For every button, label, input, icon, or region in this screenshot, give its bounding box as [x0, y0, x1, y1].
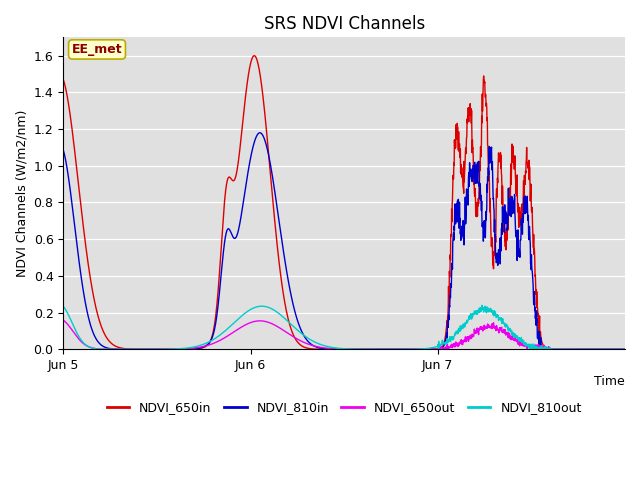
NDVI_650out — [605, 347, 612, 352]
Line: NDVI_650out: NDVI_650out — [63, 320, 625, 349]
NDVI_650in — [605, 347, 612, 352]
Line: NDVI_650in: NDVI_650in — [63, 56, 625, 349]
NDVI_650in — [60, 77, 67, 83]
NDVI_810in — [605, 347, 613, 352]
Y-axis label: NDVI Channels (W/m2/nm): NDVI Channels (W/m2/nm) — [15, 109, 28, 277]
NDVI_810in — [333, 347, 340, 352]
NDVI_810in — [605, 347, 613, 352]
NDVI_810in — [318, 346, 326, 351]
NDVI_810in — [536, 347, 544, 352]
NDVI_650out — [434, 347, 442, 352]
NDVI_650in — [318, 347, 326, 352]
Title: SRS NDVI Channels: SRS NDVI Channels — [264, 15, 425, 33]
Legend: NDVI_650in, NDVI_810in, NDVI_650out, NDVI_810out: NDVI_650in, NDVI_810in, NDVI_650out, NDV… — [102, 396, 587, 419]
Line: NDVI_810in: NDVI_810in — [63, 133, 625, 349]
NDVI_810out — [333, 345, 340, 351]
NDVI_810in — [60, 147, 67, 153]
NDVI_810in — [88, 326, 96, 332]
NDVI_650out — [333, 346, 340, 352]
NDVI_650in — [502, 236, 509, 241]
NDVI_810in — [621, 347, 629, 352]
NDVI_650out — [502, 332, 509, 338]
NDVI_650in — [333, 347, 340, 352]
NDVI_810out — [502, 323, 509, 329]
NDVI_810out — [317, 342, 325, 348]
NDVI_650out — [60, 317, 67, 323]
NDVI_650in — [605, 347, 613, 352]
NDVI_650in — [621, 347, 629, 352]
NDVI_810in — [256, 130, 264, 136]
NDVI_810out — [605, 347, 613, 352]
Text: EE_met: EE_met — [72, 43, 122, 56]
NDVI_810out — [621, 347, 629, 352]
X-axis label: Time: Time — [595, 375, 625, 388]
NDVI_650out — [605, 347, 613, 352]
Line: NDVI_810out: NDVI_810out — [63, 305, 625, 349]
NDVI_810out — [531, 347, 539, 352]
NDVI_650in — [88, 285, 96, 290]
NDVI_810in — [502, 221, 509, 227]
NDVI_650out — [621, 347, 629, 352]
NDVI_810out — [478, 302, 486, 308]
NDVI_810out — [605, 347, 613, 352]
NDVI_650out — [88, 345, 96, 351]
NDVI_810out — [88, 345, 96, 351]
NDVI_650in — [250, 53, 258, 59]
NDVI_650out — [317, 345, 325, 350]
NDVI_810out — [60, 303, 67, 309]
